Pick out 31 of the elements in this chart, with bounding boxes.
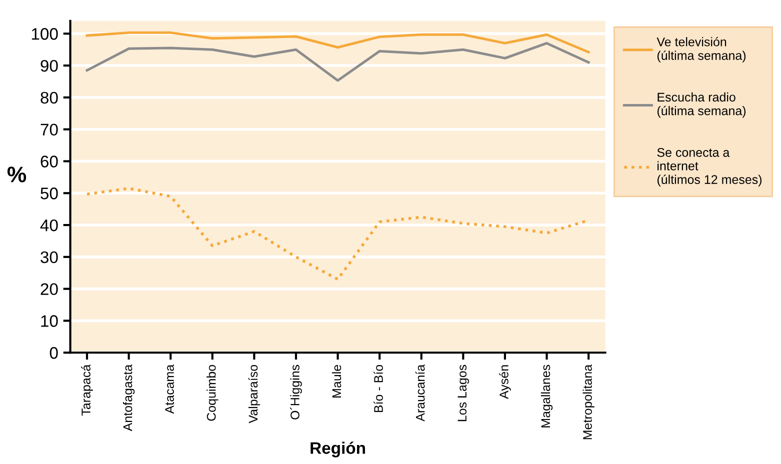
legend-label: Ve televisión (última semana) [656,36,746,62]
line-series [86,42,590,82]
x-tick-label: Bío - Bío [374,364,383,412]
y-tick-label: 70 [40,124,58,136]
y-tick-label: 50 [40,188,58,200]
x-tick-label: Los Lagos [458,364,469,422]
y-axis-title: % [7,166,26,182]
legend-label: Escucha radio (última semana) [657,92,746,118]
y-tick-label: 10 [41,315,58,327]
x-tick-label: Coquimbo [206,364,218,421]
x-tick-label: Antofagasta [122,364,135,432]
x-tick-label: Maule [332,365,342,398]
x-tick-label: Atacama [165,364,174,414]
x-axis-title: Región [310,442,365,458]
y-tick-label: 100 [32,28,58,40]
line-series [86,31,590,54]
y-tick-label: 30 [40,251,58,264]
y-tick-label: 80 [40,92,58,104]
x-tick-label: O´Higgins [290,364,302,420]
legend-label: Se conecta a internet (últimos 12 meses) [657,148,762,186]
x-tick-label: Aysén [499,365,511,399]
y-tick-label: 0 [50,347,58,359]
y-tick-label: 20 [40,283,58,296]
x-tick-label: Metropolitana [582,364,594,440]
y-tick-label: 40 [40,219,58,232]
y-tick-label: 60 [40,156,58,168]
x-tick-label: Araucanía [415,364,425,422]
x-tick-label: Valparaíso [248,364,260,424]
x-tick-label: Tarapacá [81,364,93,416]
y-tick-label: 90 [40,60,58,72]
x-tick-label: Magallanes [540,364,553,428]
